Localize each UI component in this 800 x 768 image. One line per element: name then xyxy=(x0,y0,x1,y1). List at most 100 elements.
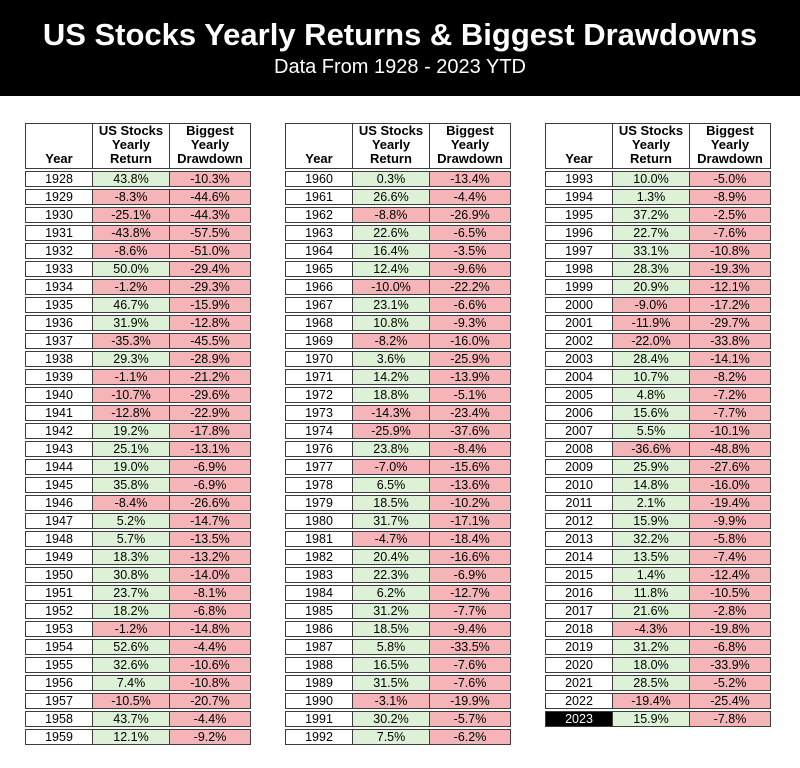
return-cell: 43.7% xyxy=(92,712,169,726)
return-cell: -11.9% xyxy=(612,316,689,330)
table-row: 1989 31.5% -7.6% xyxy=(285,675,511,691)
table-row: 1978 6.5% -13.6% xyxy=(285,477,511,493)
year-cell: 2007 xyxy=(565,424,593,438)
year-cell: 1992 xyxy=(305,730,333,744)
year-cell: 1968 xyxy=(305,316,333,330)
year-cell: 2006 xyxy=(565,406,593,420)
year-cell: 1977 xyxy=(305,460,333,474)
table-row: 2013 32.2% -5.8% xyxy=(545,531,771,547)
table-row: 2022 -19.4% -25.4% xyxy=(545,693,771,709)
table-row: 1967 23.1% -6.6% xyxy=(285,297,511,313)
drawdown-cell: -29.6% xyxy=(169,388,250,402)
table-row: 1976 23.8% -8.4% xyxy=(285,441,511,457)
return-cell: 31.9% xyxy=(92,316,169,330)
return-cell: -10.7% xyxy=(92,388,169,402)
year-cell: 1997 xyxy=(565,244,593,258)
year-cell: 1974 xyxy=(305,424,333,438)
return-cell: 18.3% xyxy=(92,550,169,564)
table-row: 1943 25.1% -13.1% xyxy=(25,441,251,457)
table-row: 1968 10.8% -9.3% xyxy=(285,315,511,331)
return-cell: -19.4% xyxy=(612,694,689,708)
year-cell: 1998 xyxy=(565,262,593,276)
drawdown-cell: -14.8% xyxy=(169,622,250,636)
drawdown-column-header: Biggest Yearly Drawdown xyxy=(689,124,770,168)
table-row: 2001 -11.9% -29.7% xyxy=(545,315,771,331)
year-cell: 1953 xyxy=(45,622,73,636)
year-cell: 1996 xyxy=(565,226,593,240)
year-cell: 1962 xyxy=(305,208,333,222)
year-cell: 1960 xyxy=(305,172,333,186)
table-row: 1942 19.2% -17.8% xyxy=(25,423,251,439)
return-cell: 1.4% xyxy=(612,568,689,582)
year-cell: 1951 xyxy=(45,586,73,600)
drawdown-cell: -6.2% xyxy=(429,730,510,744)
table-row: 2007 5.5% -10.1% xyxy=(545,423,771,439)
year-cell: 1982 xyxy=(305,550,333,564)
table-row: 1961 26.6% -4.4% xyxy=(285,189,511,205)
table-row: 1929 -8.3% -44.6% xyxy=(25,189,251,205)
year-cell: 1948 xyxy=(45,532,73,546)
return-cell: 14.2% xyxy=(352,370,429,384)
drawdown-cell: -23.4% xyxy=(429,406,510,420)
return-cell: 2.1% xyxy=(612,496,689,510)
drawdown-cell: -20.7% xyxy=(169,694,250,708)
return-cell: 21.6% xyxy=(612,604,689,618)
drawdown-cell: -10.1% xyxy=(689,424,770,438)
year-cell: 1936 xyxy=(45,316,73,330)
table-row: 1969 -8.2% -16.0% xyxy=(285,333,511,349)
year-cell: 1929 xyxy=(45,190,73,204)
table-row: 1934 -1.2% -29.3% xyxy=(25,279,251,295)
year-cell: 1946 xyxy=(45,496,73,510)
drawdown-cell: -13.6% xyxy=(429,478,510,492)
table-row: 2004 10.7% -8.2% xyxy=(545,369,771,385)
drawdown-cell: -44.6% xyxy=(169,190,250,204)
table-row: 1950 30.8% -14.0% xyxy=(25,567,251,583)
return-cell: 23.1% xyxy=(352,298,429,312)
return-cell: 13.5% xyxy=(612,550,689,564)
return-cell: 5.5% xyxy=(612,424,689,438)
year-cell: 2003 xyxy=(565,352,593,366)
page-title: US Stocks Yearly Returns & Biggest Drawd… xyxy=(42,17,758,53)
drawdown-column-header: Biggest Yearly Drawdown xyxy=(429,124,510,168)
return-cell: 23.7% xyxy=(92,586,169,600)
drawdown-cell: -8.1% xyxy=(169,586,250,600)
table-row: 1980 31.7% -17.1% xyxy=(285,513,511,529)
return-cell: 46.7% xyxy=(92,298,169,312)
drawdown-cell: -4.4% xyxy=(169,712,250,726)
drawdown-cell: -22.9% xyxy=(169,406,250,420)
table-header-row: Year US Stocks Yearly Return Biggest Yearl… xyxy=(285,123,511,169)
year-cell: 1949 xyxy=(45,550,73,564)
table-row: 1992 7.5% -6.2% xyxy=(285,729,511,745)
table-row: 1935 46.7% -15.9% xyxy=(25,297,251,313)
drawdown-cell: -9.3% xyxy=(429,316,510,330)
table-row: 1963 22.6% -6.5% xyxy=(285,225,511,241)
return-cell: -43.8% xyxy=(92,226,169,240)
return-cell: -7.0% xyxy=(352,460,429,474)
drawdown-cell: -7.7% xyxy=(429,604,510,618)
return-cell: -25.9% xyxy=(352,424,429,438)
table-row: 1977 -7.0% -15.6% xyxy=(285,459,511,475)
table-row: 2010 14.8% -16.0% xyxy=(545,477,771,493)
table-row: 1987 5.8% -33.5% xyxy=(285,639,511,655)
return-cell: 11.8% xyxy=(612,586,689,600)
return-cell: 16.4% xyxy=(352,244,429,258)
year-cell: 1976 xyxy=(305,442,333,456)
return-cell: 31.2% xyxy=(612,640,689,654)
table-row: 1997 33.1% -10.8% xyxy=(545,243,771,259)
year-cell: 1947 xyxy=(45,514,73,528)
year-cell: 1961 xyxy=(305,190,333,204)
year-cell: 1957 xyxy=(45,694,73,708)
drawdown-cell: -13.5% xyxy=(169,532,250,546)
drawdown-cell: -2.5% xyxy=(689,208,770,222)
year-column-header: Year xyxy=(45,151,73,166)
year-cell: 2008 xyxy=(565,442,593,456)
table-row: 1994 1.3% -8.9% xyxy=(545,189,771,205)
table-row: 1981 -4.7% -18.4% xyxy=(285,531,511,547)
drawdown-cell: -7.2% xyxy=(689,388,770,402)
table-row: 1941 -12.8% -22.9% xyxy=(25,405,251,421)
year-cell: 2015 xyxy=(565,568,593,582)
title-banner: US Stocks Yearly Returns & Biggest Drawd… xyxy=(0,0,800,96)
drawdown-cell: -6.8% xyxy=(169,604,250,618)
year-cell: 1964 xyxy=(305,244,333,258)
table-row: 2016 11.8% -10.5% xyxy=(545,585,771,601)
